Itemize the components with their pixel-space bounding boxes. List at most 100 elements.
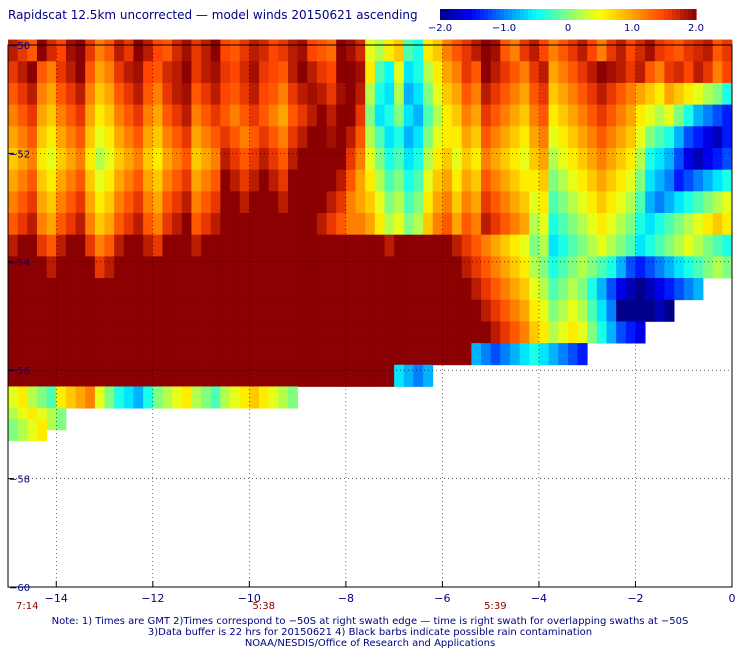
heatmap-cell — [558, 256, 569, 279]
heatmap-cell — [278, 191, 289, 214]
heatmap-cell — [297, 234, 308, 257]
heatmap-cell — [509, 39, 521, 62]
heatmap-cell — [481, 147, 492, 171]
heatmap-cell — [201, 321, 212, 344]
heatmap-cell — [17, 278, 28, 301]
heatmap-cell — [432, 104, 443, 127]
heatmap-cell — [587, 191, 598, 214]
heatmap-cell — [114, 299, 125, 322]
heatmap-cell — [133, 256, 144, 279]
heatmap-cell — [471, 126, 482, 149]
heatmap-cell — [326, 191, 337, 214]
heatmap-cell — [529, 191, 540, 214]
heatmap-cell — [471, 104, 482, 127]
heatmap-cell — [220, 104, 231, 127]
heatmap-cell — [297, 147, 308, 171]
heatmap-cell — [65, 191, 76, 214]
heatmap-cell — [625, 61, 636, 84]
heatmap-cell — [490, 82, 501, 106]
heatmap-cell — [336, 61, 347, 84]
x-tick-label: −14 — [45, 592, 68, 605]
heatmap-cell — [452, 213, 463, 236]
heatmap-cell — [114, 386, 125, 409]
heatmap-cell — [693, 147, 704, 171]
heatmap-cell — [191, 147, 202, 171]
colorbar-swatch — [564, 9, 569, 20]
heatmap-cell — [645, 213, 656, 236]
heatmap-cell — [94, 299, 105, 322]
heatmap-cell — [201, 256, 212, 279]
heatmap-cell — [635, 191, 646, 214]
heatmap-cell — [230, 299, 241, 322]
heatmap-cell — [567, 299, 578, 322]
heatmap-cell — [548, 278, 559, 301]
heatmap-cell — [596, 191, 607, 214]
heatmap-cell — [712, 234, 723, 257]
heatmap-cell — [123, 39, 134, 62]
heatmap-cell — [509, 82, 521, 106]
heatmap-cell — [403, 299, 414, 322]
heatmap-cell — [374, 278, 385, 301]
heatmap-cell — [239, 126, 250, 149]
heatmap-cell — [326, 321, 337, 344]
heatmap-cell — [432, 321, 443, 344]
heatmap-cell — [162, 256, 173, 279]
heatmap-cell — [201, 104, 212, 127]
heatmap-cell — [258, 213, 270, 236]
heatmap-cell — [490, 234, 501, 257]
heatmap-cell — [635, 104, 646, 127]
heatmap-cell — [587, 104, 598, 127]
heatmap-cell — [432, 126, 443, 149]
heatmap-cell — [307, 104, 318, 127]
heatmap-cell — [239, 39, 250, 62]
heatmap-cell — [355, 278, 366, 301]
heatmap-cell — [596, 82, 607, 106]
heatmap-cell — [567, 39, 578, 62]
heatmap-cell — [191, 386, 202, 409]
heatmap-cell — [471, 147, 482, 171]
heatmap-cell — [423, 213, 434, 236]
heatmap-cell — [693, 169, 704, 192]
heatmap-cell — [384, 213, 395, 236]
heatmap-cell — [104, 147, 115, 171]
heatmap-cell — [606, 147, 617, 171]
heatmap-cell — [519, 299, 530, 322]
heatmap-cell — [635, 234, 646, 257]
colorbar-swatch — [616, 9, 621, 20]
colorbar-swatch — [504, 9, 509, 20]
heatmap-cell — [567, 126, 578, 149]
heatmap-cell — [490, 213, 501, 236]
heatmap-cell — [75, 147, 86, 171]
heatmap-cell — [297, 126, 308, 149]
heatmap-cell — [162, 169, 173, 192]
heatmap-cell — [519, 278, 530, 301]
heatmap-cell — [287, 364, 298, 387]
heatmap-cell — [46, 191, 57, 214]
heatmap-cell — [17, 126, 28, 149]
heatmap-cell — [336, 299, 347, 322]
heatmap-cell — [307, 343, 318, 366]
heatmap-cell — [635, 39, 646, 62]
heatmap-cell — [220, 169, 231, 192]
heatmap-cell — [152, 343, 163, 366]
heatmap-cell — [46, 408, 57, 431]
heatmap-cell — [683, 82, 694, 106]
heatmap-cell — [471, 61, 482, 84]
colorbar-swatch — [572, 9, 577, 20]
heatmap-cell — [596, 299, 607, 322]
heatmap-cell — [152, 234, 163, 257]
colorbar-swatch — [692, 9, 697, 20]
heatmap-cell — [423, 39, 434, 62]
heatmap-cell — [326, 169, 337, 192]
heatmap-cell — [268, 364, 279, 387]
heatmap-cell — [133, 299, 144, 322]
heatmap-cell — [152, 278, 163, 301]
heatmap-cell — [326, 61, 337, 84]
heatmap-cell — [432, 82, 443, 106]
note-line-3: NOAA/NESDIS/Office of Research and Appli… — [244, 638, 496, 649]
heatmap-cell — [133, 147, 144, 171]
heatmap-cell — [567, 213, 578, 236]
heatmap-cell — [674, 39, 685, 62]
heatmap-cell — [162, 213, 173, 236]
heatmap-cell — [529, 61, 540, 84]
